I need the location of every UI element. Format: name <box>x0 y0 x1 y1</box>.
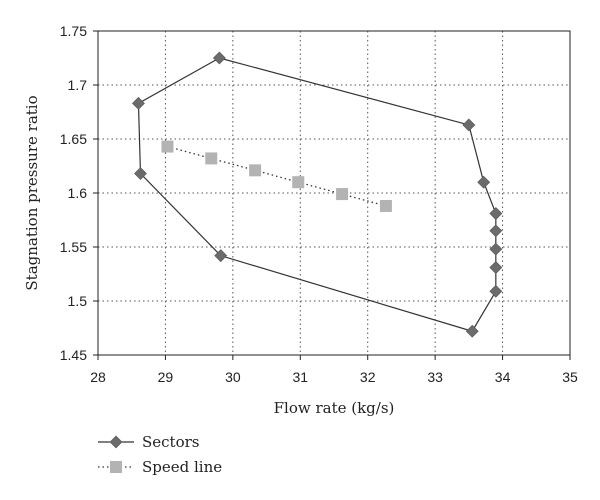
x-tick-label: 34 <box>495 369 511 385</box>
x-axis-title: Flow rate (kg/s) <box>274 399 395 417</box>
series-layer <box>132 51 503 338</box>
x-tick-label: 29 <box>158 369 174 385</box>
legend-item-sectors: Sectors <box>98 433 199 451</box>
x-tick-label: 33 <box>427 369 443 385</box>
sectors-point <box>489 224 503 238</box>
speed-line-point <box>161 140 174 153</box>
sectors-point <box>212 51 226 65</box>
grid <box>98 31 570 355</box>
x-tick-label: 35 <box>562 369 578 385</box>
y-axis-title: Stagnation pressure ratio <box>23 95 41 290</box>
speed-line-line <box>167 145 387 207</box>
sectors-point <box>462 118 476 132</box>
sectors-point <box>489 242 503 256</box>
speed-line-point <box>336 188 349 201</box>
sectors-point <box>489 261 503 274</box>
legend-marker-sectors <box>109 435 123 449</box>
y-tick-label: 1.5 <box>68 293 88 309</box>
sectors-point <box>134 167 147 180</box>
y-tick-label: 1.55 <box>60 239 87 255</box>
x-tick-label: 30 <box>225 369 241 385</box>
sectors-point <box>214 249 228 263</box>
legend-item-speed-line: Speed line <box>98 458 222 476</box>
sectors-point <box>465 324 479 338</box>
y-tick-label: 1.6 <box>68 185 88 201</box>
legend-marker-speed-line <box>110 461 122 473</box>
y-tick-label: 1.75 <box>60 23 87 39</box>
legend-label-speed-line: Speed line <box>142 458 222 476</box>
x-tick-label: 32 <box>360 369 376 385</box>
x-axis-ticks: 28 29 30 31 32 33 34 35 <box>90 355 578 385</box>
series-speed-line <box>161 140 392 212</box>
speed-line-point <box>379 199 392 212</box>
legend: Sectors Speed line <box>98 433 222 476</box>
y-tick-label: 1.65 <box>60 131 87 147</box>
legend-label-sectors: Sectors <box>142 433 199 451</box>
y-axis-ticks: 1.45 1.5 1.55 1.6 1.65 1.7 1.75 <box>60 23 98 363</box>
x-tick-label: 28 <box>90 369 106 385</box>
series-sectors <box>132 51 503 338</box>
sectors-point <box>132 96 145 110</box>
speed-line-point <box>205 152 218 165</box>
y-tick-label: 1.7 <box>68 77 88 93</box>
y-tick-label: 1.45 <box>60 347 87 363</box>
sectors-line <box>137 57 497 332</box>
sectors-point <box>489 207 503 220</box>
speed-line-point <box>249 164 262 177</box>
sectors-point <box>477 175 491 189</box>
speed-line-point <box>292 176 305 189</box>
sectors-point <box>489 284 503 298</box>
x-tick-label: 31 <box>292 369 308 385</box>
